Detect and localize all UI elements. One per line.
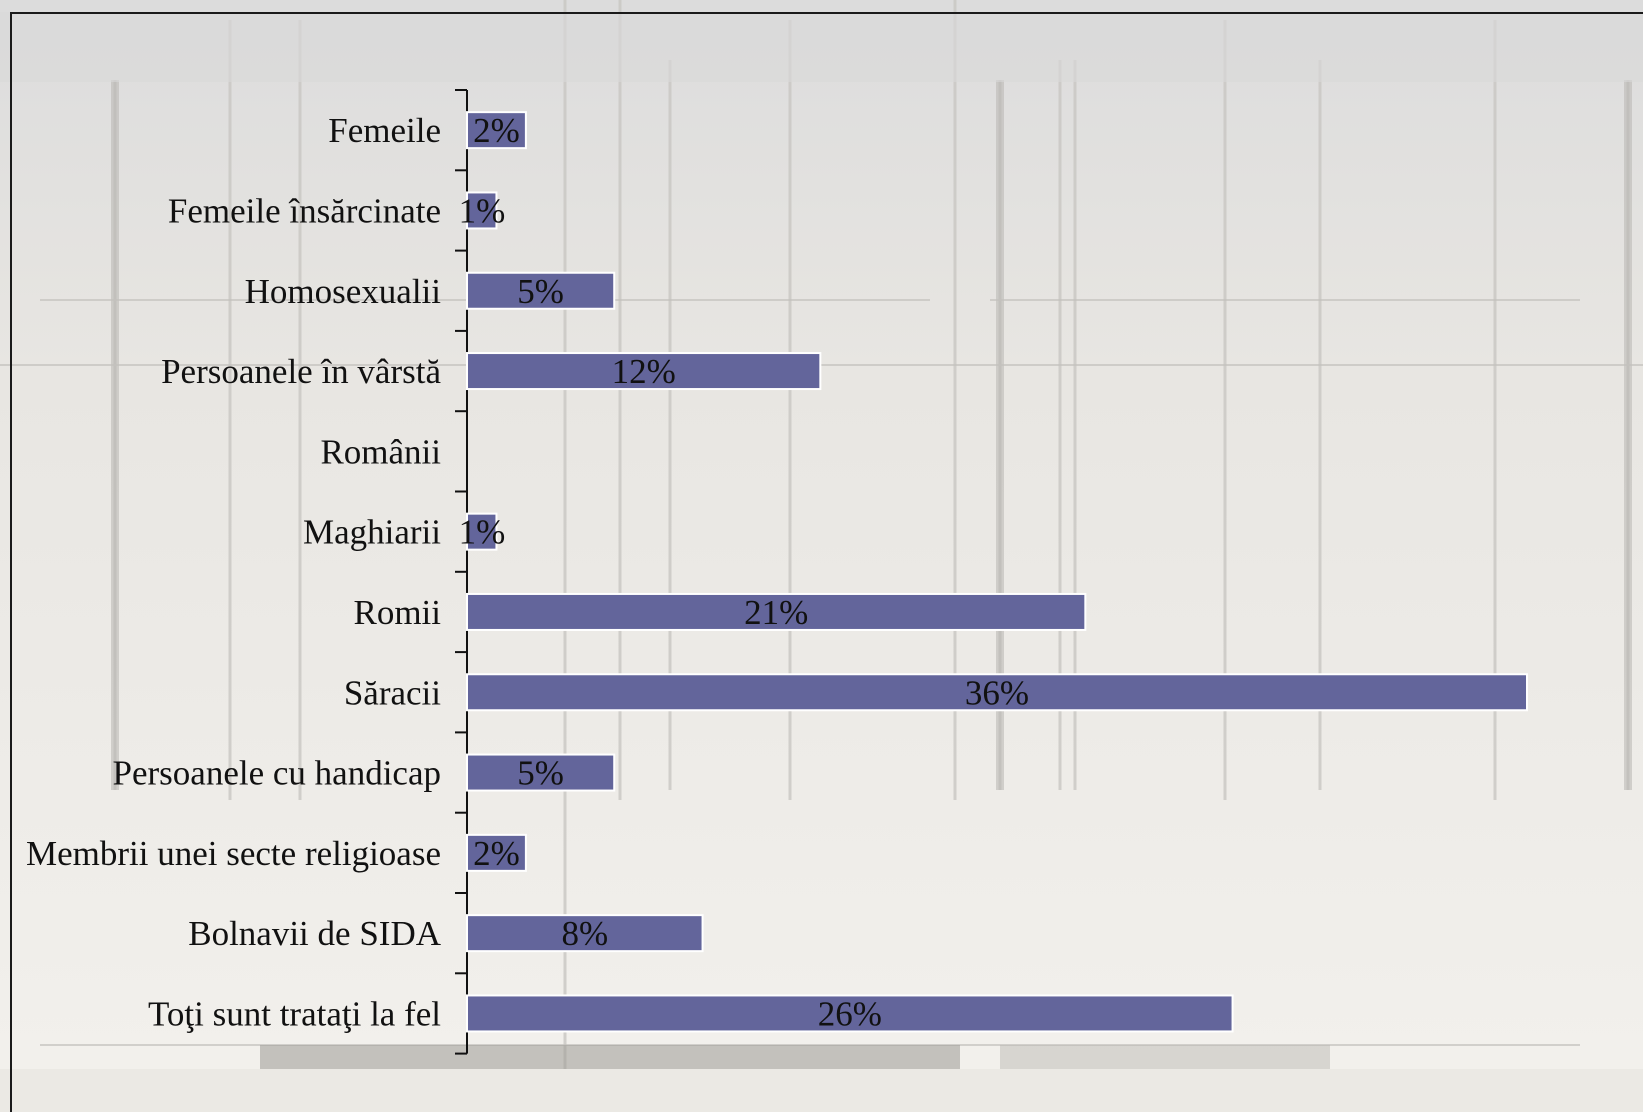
category-label: Săracii xyxy=(344,673,441,712)
category-label: Homosexualii xyxy=(245,272,442,311)
category-label: Românii xyxy=(320,432,441,471)
bar xyxy=(466,753,616,792)
category-label: Maghiarii xyxy=(303,513,441,552)
category-label: Femeile xyxy=(328,111,441,150)
bar xyxy=(466,271,616,310)
data-label: 5% xyxy=(517,754,564,793)
bar xyxy=(466,673,1528,712)
horizontal-bar-chart: Femeile Femeile însărcinate Homosexualii Pe… xyxy=(26,89,1528,1055)
background-texture xyxy=(0,0,1643,1069)
category-label: Membrii unei secte religioase xyxy=(26,834,441,873)
data-label: 5% xyxy=(517,272,564,311)
data-label: 1% xyxy=(459,513,506,552)
category-label: Toţi sunt trataţi la fel xyxy=(148,994,441,1033)
category-label: Persoanele în vârstă xyxy=(161,352,441,391)
bar xyxy=(466,592,1087,631)
data-label: 1% xyxy=(459,191,506,230)
bar xyxy=(466,352,822,391)
data-label: 12% xyxy=(612,352,676,391)
data-label: 26% xyxy=(818,994,882,1033)
bar xyxy=(466,512,498,551)
category-label: Bolnavii de SIDA xyxy=(188,914,441,953)
category-label: Femeile însărcinate xyxy=(168,191,441,230)
slide-frame xyxy=(10,12,1643,1112)
data-label: 8% xyxy=(561,914,608,953)
data-label: 2% xyxy=(473,834,520,873)
bar xyxy=(466,111,527,150)
bar xyxy=(466,914,704,953)
bar xyxy=(466,191,498,230)
bar xyxy=(466,994,1234,1033)
category-label: Persoanele cu handicap xyxy=(113,754,441,793)
category-label: Romii xyxy=(353,593,441,632)
bar xyxy=(466,833,527,872)
data-label: 2% xyxy=(473,111,520,150)
data-label: 21% xyxy=(744,593,808,632)
data-label: 36% xyxy=(965,673,1029,712)
